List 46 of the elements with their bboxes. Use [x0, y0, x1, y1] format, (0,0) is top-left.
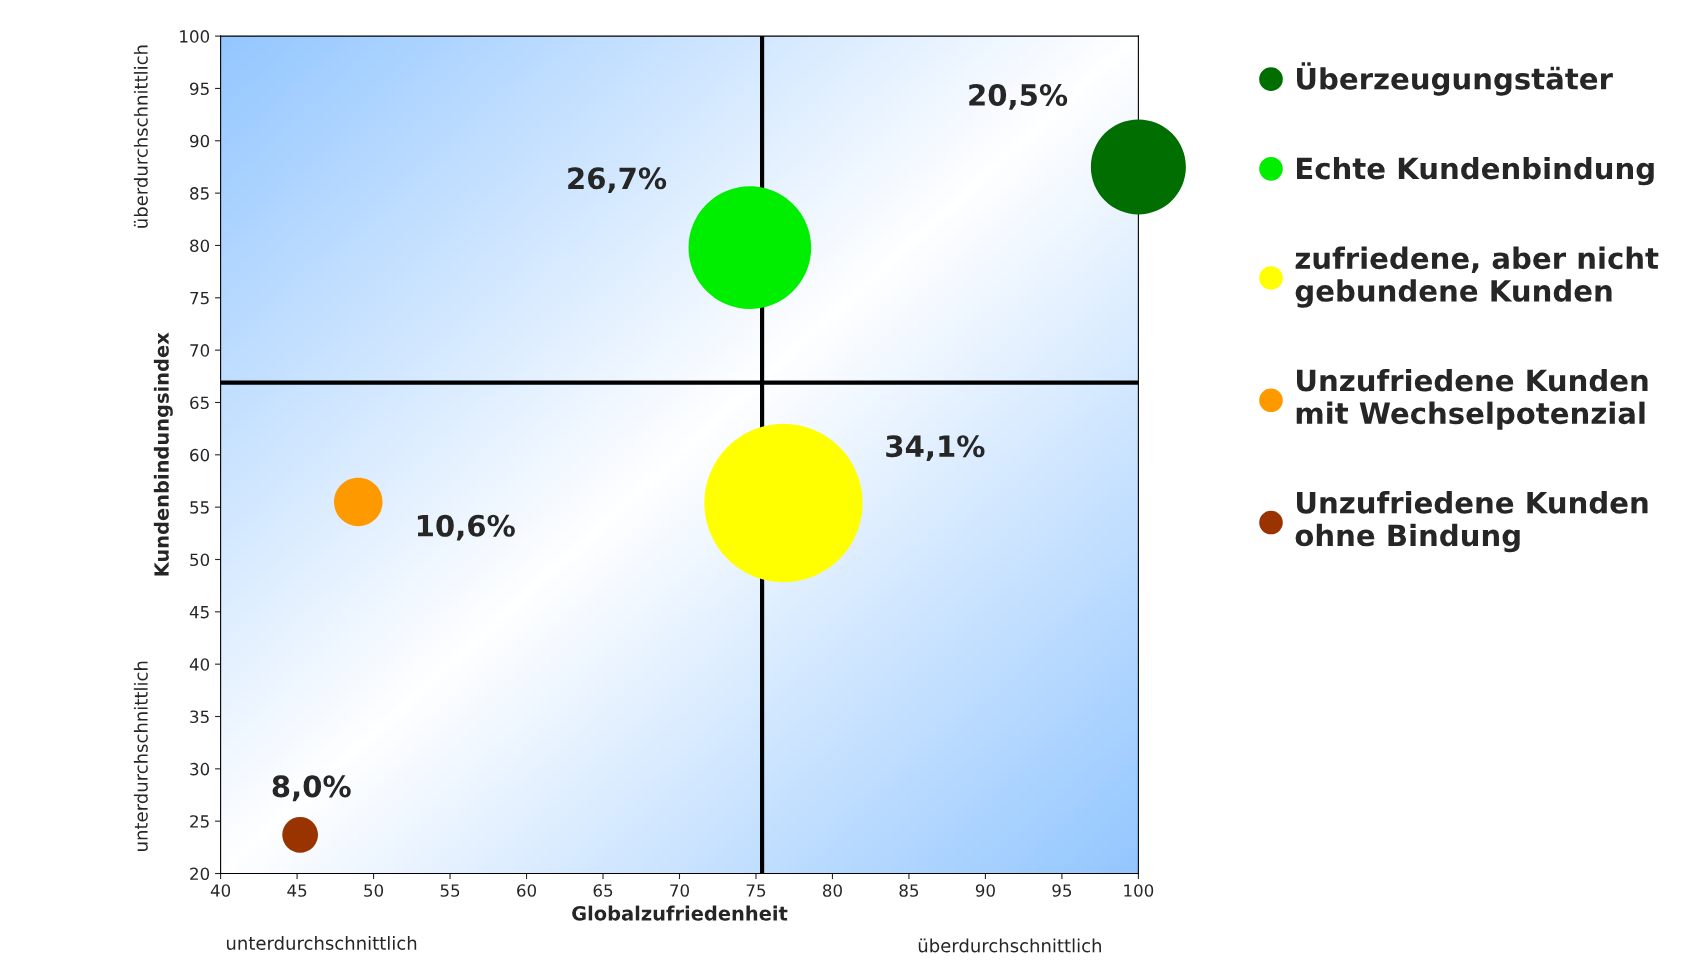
legend-label: zufriedene, aber nicht gebundene Kunden	[1295, 246, 1659, 308]
x-tick-label: 85	[899, 884, 919, 897]
text: unterdurchschnittlich	[133, 661, 148, 851]
y-tick-label: 55	[190, 501, 209, 514]
legend-label: Unzufriedene Kunden mit Wechselpotenzial	[1296, 368, 1648, 430]
x-tick-label: 70	[670, 884, 689, 897]
y-tick-label: 50	[190, 553, 210, 567]
y-tick-label: 80	[190, 239, 210, 253]
annotation: 10,6%	[417, 514, 515, 541]
y-tick-label: 40	[189, 658, 210, 671]
text: unterdurchschnittlich	[226, 935, 417, 950]
y-tick-label: 85	[190, 187, 209, 200]
x-tick-label: 50	[364, 884, 384, 897]
x-tick-label: 90	[975, 884, 995, 897]
y-tick-label: 60	[190, 448, 210, 462]
x-tick-label: 100	[1124, 884, 1154, 897]
y-tick-label: 75	[190, 291, 209, 305]
legend-label: Unzufriedene Kunden ohne Bindung	[1295, 491, 1648, 553]
y-tick-label: 95	[190, 82, 209, 96]
legend-label: Echte Kundenbindung	[1297, 156, 1654, 186]
y-tick-label: 100	[180, 30, 210, 43]
y-tick-label: 20	[190, 867, 210, 881]
x-tick-label: 45	[287, 884, 307, 897]
annotation: 34,1%	[886, 435, 985, 461]
y-tick-label: 35	[190, 710, 209, 724]
x-tick-label: 40	[210, 884, 231, 897]
y-tick-label: 45	[189, 606, 209, 619]
y-tick-label: 65	[190, 396, 209, 410]
y-axis-title: Kundenbindungsindex	[153, 332, 173, 576]
text: überdurchschnittlich	[133, 45, 148, 228]
legend-label: Überzeugungstäter	[1297, 62, 1613, 96]
annotation: 20,5%	[969, 83, 1068, 110]
x-tick-label: 95	[1052, 884, 1072, 897]
x-tick-label: 65	[593, 884, 613, 897]
y-tick-label: 90	[190, 134, 210, 148]
y-tick-label: 30	[190, 762, 210, 776]
annotation: 26,7%	[568, 167, 667, 194]
x-tick-label: 55	[440, 884, 460, 897]
x-tick-label: 60	[517, 884, 537, 897]
x-tick-label: 80	[822, 884, 842, 897]
y-tick-label: 25	[190, 815, 209, 828]
x-tick-label: 75	[746, 884, 766, 897]
annotation: 8,0%	[272, 775, 351, 802]
text: überdurchschnittlich	[918, 938, 1101, 953]
x-axis-title: Globalzufriedenheit	[572, 905, 788, 921]
y-tick-label: 70	[190, 344, 210, 357]
